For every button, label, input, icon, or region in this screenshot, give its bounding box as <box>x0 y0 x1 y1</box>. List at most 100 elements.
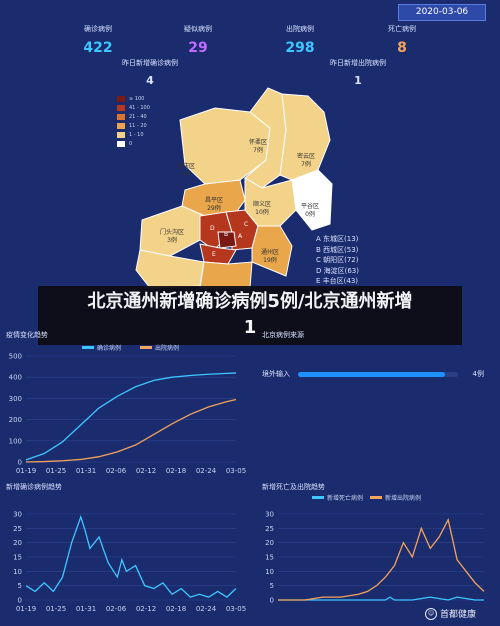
district-item: C 朝阳区(72) <box>316 256 359 264</box>
stat-label: 疑似病例 <box>184 25 212 33</box>
map-label: 1例 <box>181 170 191 178</box>
stat-label: 出院病例 <box>286 25 314 33</box>
map-region-huairou <box>244 87 287 189</box>
map-marker-b: B <box>224 231 228 238</box>
stat-suspected: 疑似病例 29 <box>158 24 238 56</box>
legend-swatch <box>140 346 152 349</box>
stat-value: 298 <box>285 40 315 56</box>
legend-item: 11 - 20 <box>117 121 150 130</box>
stat-confirmed: 确诊病例 422 <box>58 24 138 56</box>
panel-title-new-confirmed: 新增确诊病例趋势 <box>6 483 62 491</box>
legend-label: 新增出院病例 <box>385 494 421 502</box>
district-item: B 西城区(53) <box>316 245 359 254</box>
map-marker-c: C <box>244 221 248 228</box>
legend-item: 0 <box>117 139 150 148</box>
stat-new-confirmed: 昨日新增确诊病例 4 <box>110 58 190 87</box>
source-bar: 境外输入 4例 <box>262 368 492 382</box>
map-label: 7例 <box>301 160 311 168</box>
map-label: 密云区 <box>297 152 315 160</box>
panel-title-source: 北京病例来源 <box>262 331 304 339</box>
map-label: 门头沟区 <box>160 228 184 236</box>
wechat-icon: ☺ <box>424 607 437 620</box>
legend-item: ≥ 100 <box>117 94 150 103</box>
map-marker-d: D <box>210 225 215 232</box>
map-label: 昌平区 <box>205 197 223 204</box>
map-label: 3例 <box>167 236 177 244</box>
x-tick-label: 02-24 <box>196 605 217 613</box>
x-tick-label: 02-12 <box>136 467 156 475</box>
y-tick-label: 5 <box>270 582 274 590</box>
x-tick-label: 03-05 <box>226 605 246 613</box>
map-label: 顺义区 <box>253 201 271 208</box>
trend-chart: 0 100 200 300 400 500 01-19 01-25 01-31 02-06 02-1… <box>9 344 247 475</box>
headline-line1: 北京通州新增确诊病例5例/北京通州新增 <box>87 291 413 312</box>
stat-label: 昨日新增出院病例 <box>330 59 386 67</box>
map-region-fangshan <box>135 249 205 289</box>
y-tick-label: 20 <box>13 539 22 547</box>
y-tick-label: 30 <box>13 511 22 519</box>
map-label: 延庆区 <box>177 162 195 170</box>
new-death-chart: 0 5 10 15 20 25 30 新增死亡病例 新增出院病例 <box>265 494 485 605</box>
legend-label: 出院病例 <box>155 344 179 352</box>
x-tick-label: 02-24 <box>196 467 217 475</box>
source-bar-fill <box>298 372 446 377</box>
legend-item: 1 - 10 <box>117 130 150 139</box>
stat-label: 死亡病例 <box>388 25 416 33</box>
y-tick-label: 5 <box>18 582 22 590</box>
x-tick-label: 01-31 <box>76 605 96 613</box>
map-label: 0例 <box>305 210 315 218</box>
series-line <box>25 514 237 598</box>
y-tick-label: 0 <box>270 597 274 605</box>
stat-discharged: 出院病例 298 <box>260 24 340 56</box>
map-legend: ≥ 100 41 - 100 21 - 40 11 - 20 1 - 10 0 <box>117 94 150 148</box>
y-tick-label: 0 <box>18 597 22 605</box>
x-tick-label: 01-25 <box>46 605 66 613</box>
legend-swatch <box>312 496 324 499</box>
x-tick-label: 01-19 <box>16 605 36 613</box>
y-tick-label: 30 <box>265 511 274 519</box>
map-label: 29例 <box>207 204 221 212</box>
map-region-tongzhou <box>251 225 293 277</box>
map-label: 平谷区 <box>301 202 319 210</box>
y-tick-label: 200 <box>9 416 22 424</box>
stat-value: 8 <box>397 40 407 56</box>
series-line <box>278 596 484 601</box>
headline-overlay: 北京通州新增确诊病例5例/北京通州新增 1 <box>38 286 462 345</box>
x-tick-label: 02-18 <box>166 605 186 613</box>
y-tick-label: 20 <box>265 539 274 547</box>
series-line <box>25 398 237 463</box>
x-tick-label: 01-19 <box>16 467 36 475</box>
stat-value: 4 <box>146 74 154 87</box>
stat-value: 1 <box>354 74 362 87</box>
x-tick-label: 01-31 <box>76 467 96 475</box>
legend-item: 41 - 100 <box>117 103 150 112</box>
map-region-fengtai <box>199 243 237 265</box>
legend-item: 21 - 40 <box>117 112 150 121</box>
stat-value: 29 <box>188 40 208 56</box>
x-tick-label: 02-06 <box>106 605 127 613</box>
y-tick-label: 15 <box>13 554 22 562</box>
source-bar-track <box>298 372 458 377</box>
x-tick-label: 03-05 <box>226 467 246 475</box>
legend-swatch <box>370 496 382 499</box>
y-tick-label: 10 <box>13 568 22 576</box>
x-tick-label: 02-18 <box>166 467 186 475</box>
map-region-center <box>217 231 237 249</box>
district-list: A 东城区(13) B 西城区(53) C 朝阳区(72) D 海淀区(63) … <box>316 234 359 287</box>
y-tick-label: 400 <box>9 374 22 382</box>
legend-swatch <box>82 346 94 349</box>
y-tick-label: 100 <box>9 437 22 445</box>
series-line <box>278 517 485 601</box>
stat-new-discharged: 昨日新增出院病例 1 <box>318 58 398 87</box>
x-tick-label: 02-12 <box>136 605 156 613</box>
panel-title-trend: 疫情变化趋势 <box>6 331 48 339</box>
y-tick-label: 300 <box>9 395 22 403</box>
source-bar-label: 境外输入 <box>262 370 290 378</box>
y-tick-label: 500 <box>9 353 22 361</box>
series-line <box>25 372 237 461</box>
stat-label: 确诊病例 <box>84 25 112 33</box>
headline-line2: 1 <box>243 317 257 338</box>
watermark: ☺ 首都健康 <box>424 607 476 620</box>
map-marker-a: A <box>238 233 243 240</box>
date-badge: 2020-03-06 <box>398 4 486 21</box>
